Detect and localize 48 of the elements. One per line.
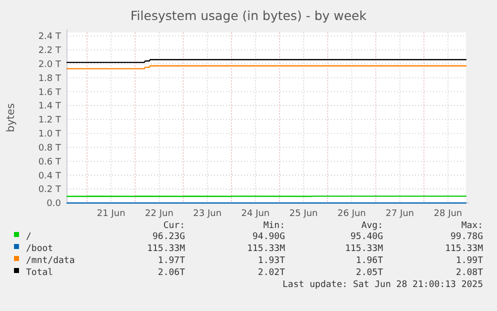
text: 94.90G (252, 232, 285, 242)
x-tick-label: 26 Jun (338, 209, 366, 219)
x-tick-label: 23 Jun (193, 209, 222, 219)
text: Avg: (361, 221, 383, 231)
legend-label: /mnt/data (26, 256, 75, 266)
x-tick-label: 21 Jun (96, 209, 126, 219)
x-tick-label: 22 Jun (145, 209, 174, 219)
legend-label: / (26, 232, 32, 242)
x-tick-label: 25 Jun (289, 209, 318, 219)
y-axis-title: bytes (5, 103, 17, 132)
text: 2.05T (356, 268, 384, 278)
text: 1.97T (158, 256, 186, 266)
x-tick-label: 28 Jun (434, 209, 462, 219)
y-tick-label: 1.2 T (38, 116, 62, 126)
text: 115.33M (147, 244, 186, 254)
y-tick-label: 0.6 T (38, 157, 62, 168)
text: Max: (461, 221, 483, 231)
text: 1.99T (456, 256, 484, 266)
chart-title: Filesystem usage (in bytes) - by week (130, 8, 368, 23)
text: 115.33M (345, 244, 384, 254)
y-tick-label: 2.4 T (38, 32, 62, 42)
y-tick-label: 0.0 (46, 199, 62, 210)
text: 1.93T (258, 256, 286, 266)
y-tick-label: 0.8 T (38, 143, 62, 154)
legend-label: /boot (26, 244, 54, 254)
text: 1.96T (356, 256, 384, 266)
text: 99.78G (450, 232, 483, 242)
text: 115.33M (445, 244, 484, 254)
text: 2.06T (158, 268, 186, 278)
text: 96.23G (152, 232, 185, 242)
text: 95.40G (350, 232, 383, 242)
text: 115.33M (247, 244, 286, 254)
y-tick-label: 1.4 T (38, 102, 62, 112)
text: Cur: (163, 221, 185, 231)
y-tick-label: 2.0 T (38, 60, 62, 70)
text: 2.08T (456, 268, 484, 278)
text: Min: (263, 221, 285, 231)
text: Last update: Sat Jun 28 21:00:13 2025 (282, 280, 483, 290)
text: 2.02T (258, 268, 286, 278)
legend-label: Total (26, 268, 54, 278)
y-tick-label: 1.8 T (38, 74, 62, 84)
y-tick-label: 0.4 T (38, 171, 62, 182)
x-tick-label: 24 Jun (241, 209, 270, 219)
x-tick-label: 27 Jun (386, 209, 414, 219)
y-tick-label: 2.2 T (38, 46, 62, 56)
y-tick-label: 1.6 T (38, 88, 62, 98)
y-tick-label: 1.0 T (38, 130, 62, 140)
y-tick-label: 0.2 T (38, 185, 62, 196)
